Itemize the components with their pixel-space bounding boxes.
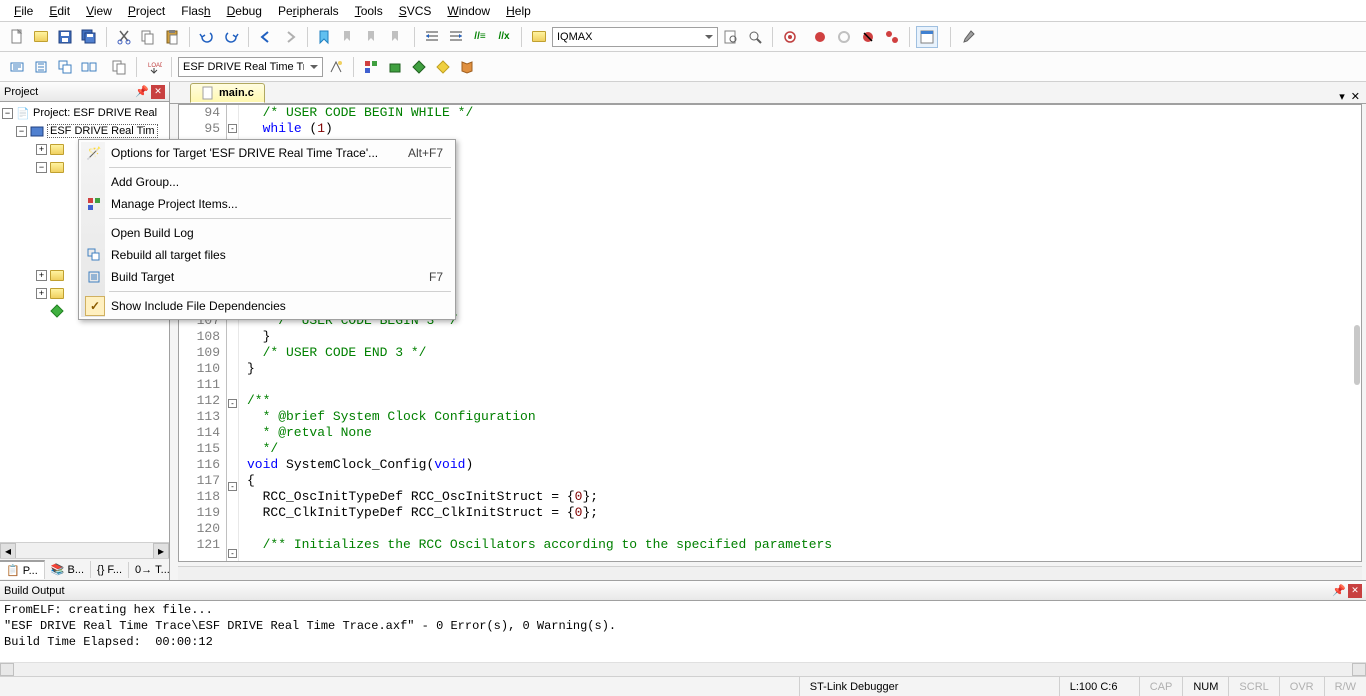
paste-button[interactable] bbox=[161, 26, 183, 48]
window-layout-button[interactable] bbox=[916, 26, 938, 48]
redo-button[interactable] bbox=[220, 26, 242, 48]
context-menu-item[interactable]: Show Include File Dependencies bbox=[81, 295, 453, 317]
manage-items-button[interactable] bbox=[360, 56, 382, 78]
toolbar-main: //≡ //x bbox=[0, 22, 1366, 52]
menu-help[interactable]: Help bbox=[498, 2, 539, 20]
build-output-title: Build Output 📌 ✕ bbox=[0, 581, 1366, 601]
statusbar: ST-Link Debugger L:100 C:6 CAPNUMSCRLOVR… bbox=[0, 676, 1366, 696]
tab-dropdown-icon[interactable]: ▾ bbox=[1339, 90, 1345, 103]
rebuild-button[interactable] bbox=[54, 56, 76, 78]
menu-debug[interactable]: Debug bbox=[219, 2, 270, 20]
save-button[interactable] bbox=[54, 26, 76, 48]
file-icon bbox=[201, 86, 215, 100]
uncomment-button[interactable]: //x bbox=[493, 26, 515, 48]
cut-button[interactable] bbox=[113, 26, 135, 48]
svg-text:LOAD: LOAD bbox=[148, 63, 162, 69]
stop-build-button[interactable] bbox=[108, 56, 130, 78]
target-options-button[interactable] bbox=[325, 56, 347, 78]
menubar: FileEditViewProjectFlashDebugPeripherals… bbox=[0, 0, 1366, 22]
status-scrl: SCRL bbox=[1228, 677, 1278, 696]
menu-window[interactable]: Window bbox=[439, 2, 498, 20]
menu-tools[interactable]: Tools bbox=[347, 2, 391, 20]
pin-icon[interactable]: 📌 bbox=[135, 85, 149, 99]
bookmark-clear-button[interactable] bbox=[386, 26, 408, 48]
bookmark-next-button[interactable] bbox=[362, 26, 384, 48]
editor-tabbar: main.c ▾ ✕ bbox=[170, 82, 1366, 104]
toolbar-build: LOAD bbox=[0, 52, 1366, 82]
tab-books[interactable]: 📚B... bbox=[45, 561, 91, 578]
download-button[interactable]: LOAD bbox=[143, 56, 165, 78]
context-menu-item[interactable]: Add Group... bbox=[81, 171, 453, 193]
target-select[interactable] bbox=[178, 57, 323, 77]
menu-flash[interactable]: Flash bbox=[173, 2, 218, 20]
project-panel-tabs: 📋P... 📚B... {}F... 0→T... bbox=[0, 558, 169, 580]
menu-project[interactable]: Project bbox=[120, 2, 173, 20]
pack-installer-button[interactable] bbox=[432, 56, 454, 78]
build-hscroll[interactable] bbox=[0, 662, 1366, 676]
status-cap: CAP bbox=[1139, 677, 1183, 696]
manage-rte-button[interactable] bbox=[408, 56, 430, 78]
status-debugger: ST-Link Debugger bbox=[799, 677, 1059, 696]
indent-button[interactable] bbox=[421, 26, 443, 48]
outdent-button[interactable] bbox=[445, 26, 467, 48]
menu-view[interactable]: View bbox=[78, 2, 120, 20]
debug-button[interactable] bbox=[779, 26, 801, 48]
tab-project[interactable]: 📋P... bbox=[0, 560, 45, 579]
breakpoint-disable-button[interactable] bbox=[833, 26, 855, 48]
open-button[interactable] bbox=[30, 26, 52, 48]
project-hscroll[interactable]: ◂▸ bbox=[0, 542, 169, 558]
close-icon[interactable]: ✕ bbox=[1348, 584, 1362, 598]
find-in-files-button[interactable] bbox=[528, 26, 550, 48]
menu-svcs[interactable]: SVCS bbox=[391, 2, 440, 20]
project-context-menu: 🪄Options for Target 'ESF DRIVE Real Time… bbox=[78, 139, 456, 320]
editor-hscroll[interactable] bbox=[178, 566, 1362, 580]
tab-functions[interactable]: {}F... bbox=[91, 562, 129, 578]
bookmark-toggle-button[interactable] bbox=[314, 26, 336, 48]
context-menu-item[interactable]: Open Build Log bbox=[81, 222, 453, 244]
context-menu-item[interactable]: 🪄Options for Target 'ESF DRIVE Real Time… bbox=[81, 142, 453, 164]
breakpoint-insert-button[interactable] bbox=[809, 26, 831, 48]
tab-close-icon[interactable]: ✕ bbox=[1351, 90, 1360, 103]
find-button[interactable] bbox=[720, 26, 742, 48]
project-panel-title: Project 📌 ✕ bbox=[0, 82, 169, 102]
comment-button[interactable]: //≡ bbox=[469, 26, 491, 48]
books-button[interactable] bbox=[456, 56, 478, 78]
select-packs-button[interactable] bbox=[384, 56, 406, 78]
status-cursor-pos: L:100 C:6 bbox=[1059, 677, 1139, 696]
build-output-panel: Build Output 📌 ✕ FromELF: creating hex f… bbox=[0, 580, 1366, 676]
copy-button[interactable] bbox=[137, 26, 159, 48]
close-icon[interactable]: ✕ bbox=[151, 85, 165, 99]
new-file-button[interactable] bbox=[6, 26, 28, 48]
status-ovr: OVR bbox=[1279, 677, 1324, 696]
translate-button[interactable] bbox=[6, 56, 28, 78]
incremental-find-button[interactable] bbox=[744, 26, 766, 48]
build-button[interactable] bbox=[30, 56, 52, 78]
bookmark-prev-button[interactable] bbox=[338, 26, 360, 48]
configure-button[interactable] bbox=[957, 26, 979, 48]
breakpoint-kill-button[interactable] bbox=[857, 26, 879, 48]
menu-peripherals[interactable]: Peripherals bbox=[270, 2, 347, 20]
context-menu-item[interactable]: Manage Project Items... bbox=[81, 193, 453, 215]
editor-vscroll-thumb[interactable] bbox=[1354, 325, 1360, 385]
menu-file[interactable]: File bbox=[6, 2, 41, 20]
editor-tab-main-c[interactable]: main.c bbox=[190, 83, 265, 103]
build-output-text[interactable]: FromELF: creating hex file..."ESF DRIVE … bbox=[0, 601, 1366, 662]
batch-build-button[interactable] bbox=[78, 56, 100, 78]
save-all-button[interactable] bbox=[78, 26, 100, 48]
undo-button[interactable] bbox=[196, 26, 218, 48]
context-menu-item[interactable]: Build TargetF7 bbox=[81, 266, 453, 288]
pin-icon[interactable]: 📌 bbox=[1332, 584, 1346, 598]
status-r/w: R/W bbox=[1324, 677, 1366, 696]
find-combo[interactable] bbox=[552, 27, 718, 47]
breakpoint-window-button[interactable] bbox=[881, 26, 903, 48]
nav-back-button[interactable] bbox=[255, 26, 277, 48]
context-menu-item[interactable]: Rebuild all target files bbox=[81, 244, 453, 266]
status-num: NUM bbox=[1182, 677, 1228, 696]
nav-forward-button[interactable] bbox=[279, 26, 301, 48]
menu-edit[interactable]: Edit bbox=[41, 2, 78, 20]
